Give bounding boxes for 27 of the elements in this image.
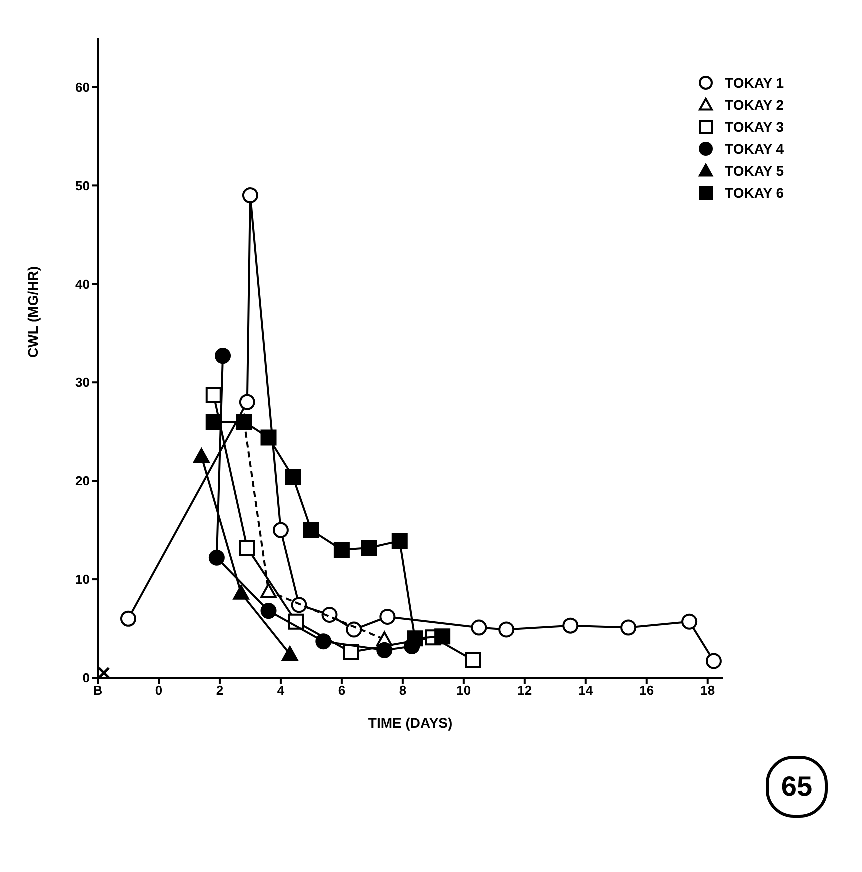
y-tick-label: 20 bbox=[76, 474, 90, 489]
y-tick-label: 50 bbox=[76, 178, 90, 194]
x-tick-label: 10 bbox=[456, 683, 472, 698]
legend-label: TOKAY 3 bbox=[725, 119, 784, 135]
x-tick-label: 6 bbox=[338, 683, 346, 698]
legend-label: TOKAY 1 bbox=[725, 75, 784, 91]
x-tick-label: 12 bbox=[518, 683, 532, 698]
y-tick-label: 40 bbox=[76, 276, 90, 292]
y-tick-label: 60 bbox=[76, 80, 90, 95]
x-tick-label: B bbox=[93, 683, 103, 698]
x-tick-label: 8 bbox=[399, 683, 407, 698]
text: 65 bbox=[766, 756, 828, 818]
y-tick-label: 0 bbox=[82, 670, 90, 686]
x-tick-label: 0 bbox=[155, 683, 163, 698]
x-tick-label: 2 bbox=[216, 683, 224, 698]
x-axis-title: TIME (DAYS) bbox=[368, 715, 453, 731]
legend-label: TOKAY 2 bbox=[725, 97, 784, 113]
y-axis-title: CWL (MG/HR) bbox=[24, 266, 41, 358]
y-tick-label: 30 bbox=[76, 375, 90, 390]
x-tick-label: 18 bbox=[700, 683, 716, 698]
legend-label: TOKAY 5 bbox=[725, 163, 784, 179]
x-tick-label: 16 bbox=[640, 683, 654, 698]
x-tick-label: 4 bbox=[277, 683, 286, 698]
legend-label: TOKAY 4 bbox=[725, 141, 784, 157]
legend-label: TOKAY 6 bbox=[725, 185, 784, 201]
y-tick-label: 10 bbox=[76, 572, 90, 588]
x-tick-label: 14 bbox=[578, 683, 594, 698]
